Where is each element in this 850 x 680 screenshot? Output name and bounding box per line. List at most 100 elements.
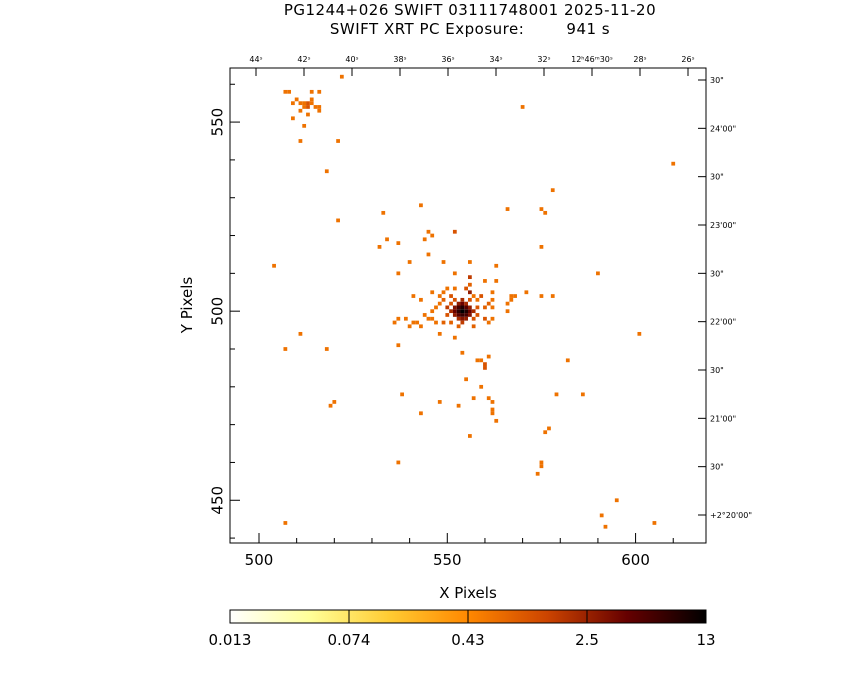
- ra-tick-label: 42ˢ: [297, 55, 310, 64]
- ra-tick-label: 36ˢ: [441, 55, 454, 64]
- count-pixel: [445, 286, 450, 291]
- count-pixel: [452, 335, 457, 340]
- count-pixel: [309, 97, 314, 102]
- count-pixel: [426, 252, 431, 257]
- count-pixel: [460, 320, 465, 325]
- count-pixel: [392, 320, 397, 325]
- count-pixel: [339, 74, 344, 79]
- count-pixel: [524, 290, 529, 295]
- count-pixel: [336, 139, 340, 143]
- count-pixel: [471, 309, 476, 314]
- count-pixel: [509, 294, 514, 298]
- count-pixel: [430, 290, 435, 295]
- count-pixel: [505, 301, 510, 306]
- count-pixel: [419, 203, 423, 208]
- count-pixel: [539, 460, 544, 465]
- count-pixel: [464, 286, 468, 291]
- count-pixel: [452, 229, 457, 234]
- count-pixel: [494, 418, 499, 423]
- count-pixel: [539, 207, 544, 211]
- count-pixel: [291, 101, 295, 106]
- count-pixel: [317, 89, 322, 94]
- count-pixel: [479, 358, 484, 363]
- dec-tick-label: 30": [710, 173, 724, 182]
- count-pixel: [430, 233, 435, 238]
- count-pixel: [486, 320, 491, 325]
- x-tick-label: 500: [245, 551, 274, 569]
- count-pixel: [603, 524, 608, 529]
- count-pixel: [441, 297, 446, 302]
- count-pixel: [298, 108, 303, 113]
- count-pixel: [449, 309, 453, 314]
- count-pixel: [494, 279, 499, 283]
- count-pixel: [324, 347, 329, 351]
- count-pixel: [441, 320, 446, 325]
- count-pixel: [505, 207, 510, 211]
- count-pixel: [309, 89, 314, 94]
- count-pixel: [483, 305, 487, 310]
- count-pixel: [475, 297, 480, 302]
- count-pixel: [464, 309, 468, 314]
- count-pixel: [580, 392, 585, 397]
- count-pixel: [452, 297, 457, 302]
- count-pixel: [302, 105, 307, 109]
- count-pixel: [437, 301, 442, 306]
- count-pixel: [490, 290, 495, 295]
- ra-tick-label: 28ˢ: [633, 55, 646, 64]
- count-pixel: [490, 407, 495, 412]
- x-axis-label: X Pixels: [439, 584, 497, 602]
- count-pixel: [283, 521, 288, 525]
- ra-tick-label: 40ˢ: [345, 55, 358, 64]
- count-pixel: [520, 105, 525, 109]
- count-pixel: [490, 297, 495, 302]
- count-pixel: [302, 123, 307, 128]
- count-pixel: [460, 316, 465, 321]
- count-pixel: [596, 271, 600, 276]
- count-pixel: [411, 294, 416, 298]
- count-pixel: [456, 305, 461, 310]
- count-pixel: [494, 263, 499, 268]
- count-pixel: [456, 309, 461, 314]
- x-tick-label: 550: [433, 551, 462, 569]
- count-pixel: [317, 108, 322, 113]
- colorbar-tick-label: 0.43: [451, 631, 484, 649]
- count-pixel: [671, 161, 676, 166]
- count-pixel: [539, 464, 544, 469]
- count-pixel: [381, 210, 386, 215]
- count-pixel: [437, 400, 442, 404]
- count-pixel: [535, 471, 540, 476]
- count-pixel: [468, 305, 472, 310]
- count-pixel: [302, 101, 307, 106]
- count-pixel: [449, 320, 453, 325]
- x-tick-label: 600: [621, 551, 650, 569]
- count-pixel: [543, 430, 548, 435]
- count-pixel: [407, 260, 412, 264]
- ra-tick-label: 12ʰ46ᵐ30ˢ: [571, 55, 613, 64]
- count-pixel: [422, 313, 427, 317]
- count-pixel: [464, 301, 468, 306]
- count-pixel: [415, 320, 420, 325]
- count-pixel: [471, 294, 476, 298]
- count-pixel: [441, 260, 446, 264]
- count-pixel: [396, 460, 401, 465]
- count-pixel: [486, 396, 491, 401]
- count-pixel: [452, 271, 457, 276]
- dec-tick-label: 30": [710, 463, 724, 472]
- count-pixel: [407, 324, 412, 329]
- count-pixel: [298, 101, 303, 106]
- count-pixel: [468, 297, 472, 302]
- count-pixel: [419, 297, 423, 302]
- count-pixel: [434, 305, 438, 310]
- ra-tick-label: 44ˢ: [249, 55, 262, 64]
- count-pixel: [468, 434, 472, 438]
- count-pixel: [403, 316, 408, 321]
- count-pixel: [452, 286, 457, 291]
- count-pixel: [309, 101, 314, 106]
- count-pixel: [426, 316, 431, 321]
- dec-tick-label: 30": [710, 366, 724, 375]
- count-pixel: [468, 309, 472, 314]
- count-pixel: [490, 400, 495, 404]
- count-pixel: [483, 366, 487, 370]
- colorbar-tick-label: 0.074: [328, 631, 371, 649]
